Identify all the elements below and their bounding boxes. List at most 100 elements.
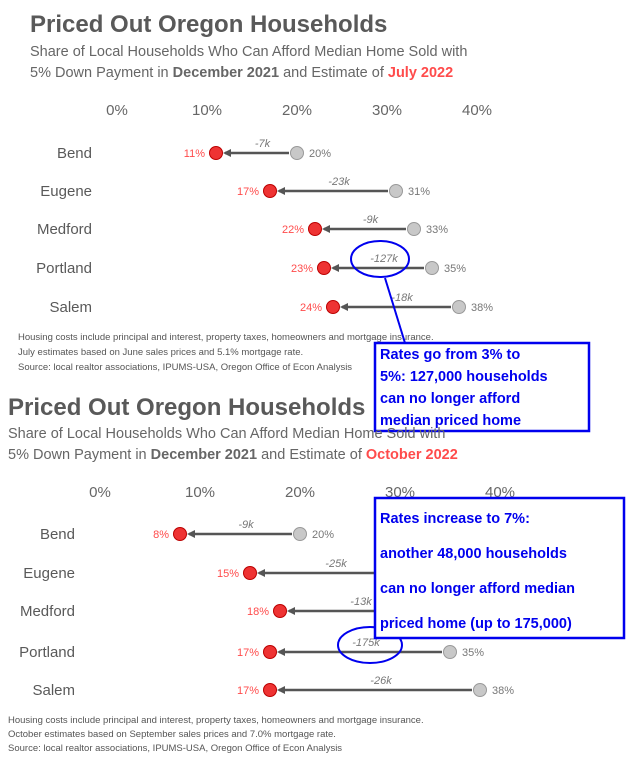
x-tick-label: 10% <box>185 484 215 501</box>
baseline-point <box>443 645 457 659</box>
estimate-point <box>308 222 322 236</box>
x-tick-label: 20% <box>285 484 315 501</box>
baseline-value-label: 38% <box>492 685 514 697</box>
estimate-value-label: 8% <box>153 529 169 541</box>
chart-title: Priced Out Oregon Households <box>8 394 365 421</box>
estimate-value-label: 11% <box>184 148 205 160</box>
annotation-text: priced home (up to 175,000) <box>380 616 572 632</box>
category-label: Portland <box>36 260 92 277</box>
estimate-value-label: 22% <box>282 224 304 236</box>
footnote: Housing costs include principal and inte… <box>18 332 434 343</box>
chart-panel-2: Priced Out Oregon Households Share of Loc… <box>8 394 626 754</box>
category-label: Eugene <box>23 565 75 582</box>
category-label: Bend <box>57 145 92 162</box>
category-label: Medford <box>20 603 75 620</box>
annotation-box <box>373 341 591 433</box>
estimate-point <box>317 261 331 275</box>
baseline-value-label: 35% <box>462 647 484 659</box>
x-tick-label: 40% <box>462 102 492 119</box>
estimate-point <box>326 300 340 314</box>
baseline-value-label: 35% <box>444 263 466 275</box>
callout-line <box>384 277 406 344</box>
footnote: Source: local realtor associations, IPUM… <box>8 743 342 754</box>
highlight-ellipse <box>350 240 410 278</box>
subtitle-prefix: 5% Down Payment in <box>30 65 173 81</box>
baseline-value-label: 38% <box>471 302 493 314</box>
subtitle-prefix: 5% Down Payment in <box>8 447 151 463</box>
estimate-value-label: 24% <box>300 302 322 314</box>
chart-subtitle-line1: Share of Local Households Who Can Afford… <box>30 44 467 60</box>
delta-label: -9k <box>363 214 379 226</box>
baseline-point <box>389 184 403 198</box>
annotation-text: Rates increase to 7%: <box>380 511 530 527</box>
subtitle-estimate-date: October 2022 <box>366 447 458 463</box>
subtitle-baseline-date: December 2021 <box>173 65 279 81</box>
footnote: July estimates based on June sales price… <box>18 347 303 358</box>
baseline-value-label: 20% <box>309 148 331 160</box>
footnote: Housing costs include principal and inte… <box>8 715 424 726</box>
subtitle-mid: and Estimate of <box>279 65 388 81</box>
baseline-point <box>452 300 466 314</box>
baseline-value-label: 31% <box>408 186 430 198</box>
category-label: Eugene <box>40 183 92 200</box>
category-label: Medford <box>37 221 92 238</box>
baseline-point <box>407 222 421 236</box>
annotation-text: 5%: 127,000 households <box>380 369 548 385</box>
annotation-text: can no longer afford <box>380 391 520 407</box>
estimate-value-label: 17% <box>237 685 259 697</box>
highlight-ellipse <box>337 626 403 664</box>
delta-label: -26k <box>370 675 392 687</box>
estimate-point <box>173 527 187 541</box>
chart-subtitle-line2: 5% Down Payment in December 2021 and Est… <box>30 65 453 81</box>
estimate-point <box>273 604 287 618</box>
category-label: Portland <box>19 644 75 661</box>
delta-label: -23k <box>328 176 350 188</box>
delta-label: -18k <box>391 292 413 304</box>
category-label: Bend <box>40 526 75 543</box>
annotation-text: Rates go from 3% to <box>380 347 520 363</box>
footnote: October estimates based on September sal… <box>8 729 336 740</box>
delta-label: -175k <box>352 637 380 649</box>
baseline-point <box>473 683 487 697</box>
subtitle-estimate-date: July 2022 <box>388 65 453 81</box>
annotation-text: median priced home <box>380 413 521 429</box>
baseline-point <box>290 146 304 160</box>
baseline-point <box>293 527 307 541</box>
estimate-point <box>243 566 257 580</box>
x-tick-label: 0% <box>106 102 128 119</box>
annotation-box <box>373 496 626 640</box>
estimate-value-label: 23% <box>291 263 313 275</box>
delta-label: -7k <box>255 138 271 150</box>
subtitle-mid: and Estimate of <box>257 447 366 463</box>
category-label: Salem <box>32 682 75 699</box>
chart-title: Priced Out Oregon Households <box>30 11 387 38</box>
x-tick-label: 20% <box>282 102 312 119</box>
chart-subtitle-line2: 5% Down Payment in December 2021 and Est… <box>8 447 458 463</box>
estimate-point <box>263 683 277 697</box>
estimate-point <box>209 146 223 160</box>
estimate-point <box>263 645 277 659</box>
subtitle-baseline-date: December 2021 <box>151 447 257 463</box>
chart-panel-1: Priced Out Oregon Households Share of Loc… <box>18 11 591 433</box>
estimate-value-label: 15% <box>217 568 239 580</box>
estimate-value-label: 18% <box>247 606 269 618</box>
baseline-point <box>425 261 439 275</box>
annotation-text: another 48,000 households <box>380 546 567 562</box>
chart-subtitle-line1: Share of Local Households Who Can Afford… <box>8 426 445 442</box>
x-tick-label: 30% <box>372 102 402 119</box>
estimate-value-label: 17% <box>237 647 259 659</box>
baseline-value-label: 20% <box>312 529 334 541</box>
delta-label: -25k <box>325 558 347 570</box>
estimate-point <box>263 184 277 198</box>
category-label: Salem <box>49 299 92 316</box>
delta-label: -9k <box>238 519 254 531</box>
delta-label: -127k <box>370 253 398 265</box>
x-tick-label: 10% <box>192 102 222 119</box>
delta-label: -13k <box>350 596 372 608</box>
x-tick-label: 0% <box>89 484 111 501</box>
baseline-value-label: 33% <box>426 224 448 236</box>
estimate-value-label: 17% <box>237 186 259 198</box>
footnote: Source: local realtor associations, IPUM… <box>18 362 352 373</box>
annotation-text: can no longer afford median <box>380 581 575 597</box>
